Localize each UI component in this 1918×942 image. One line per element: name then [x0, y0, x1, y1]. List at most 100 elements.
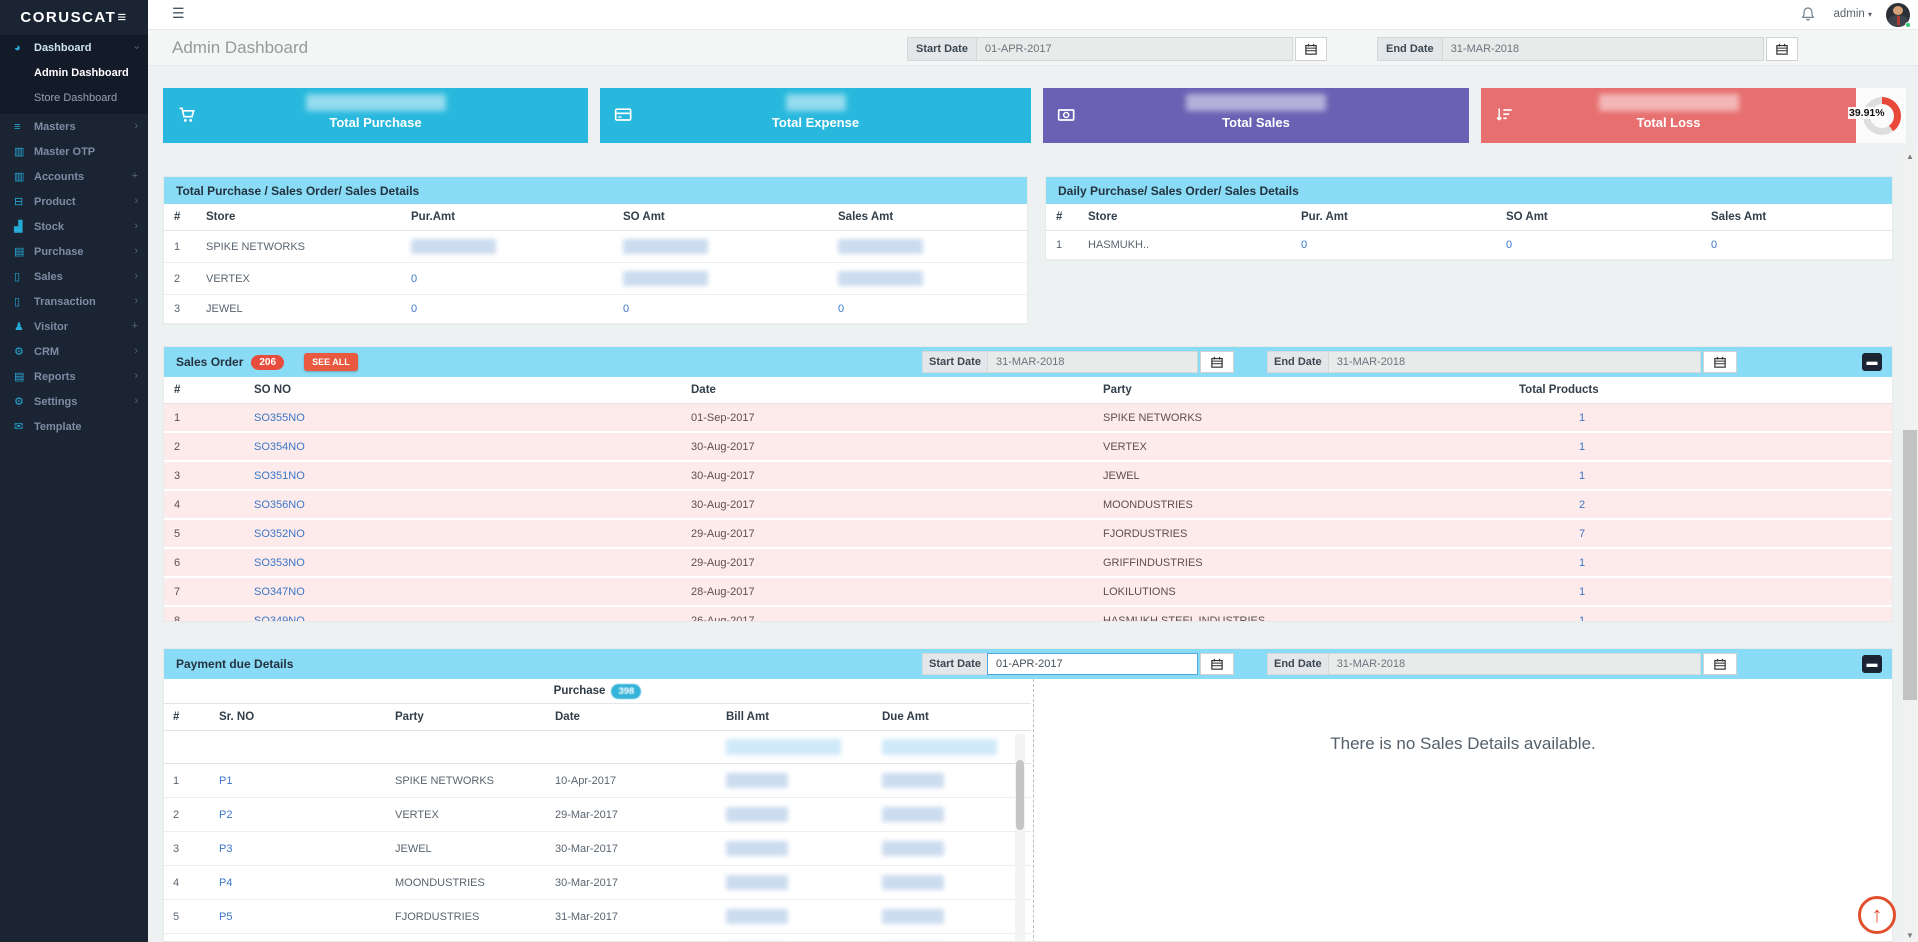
cell-link[interactable]: 0 [838, 303, 845, 315]
see-all-button[interactable]: SEE ALL [304, 353, 358, 371]
table-row[interactable]: 3 JEWEL 0 0 0 [164, 294, 1027, 324]
so-end-date-input[interactable]: 31-MAR-2018 [1327, 351, 1701, 373]
cell-link[interactable]: 0 [623, 303, 630, 315]
cell-link[interactable]: SO347NO [254, 585, 305, 598]
sidebar-item-master-otp[interactable]: ▥ Master OTP [0, 139, 148, 164]
cell-link[interactable]: P2 [219, 808, 233, 821]
table-row[interactable]: 1 P1 SPIKE NETWORKS 10-Apr-2017 [164, 763, 1031, 798]
total-expense-card[interactable]: Total Expense [600, 88, 1031, 143]
main-scrollbar[interactable]: ▲ ▼ [1902, 150, 1918, 942]
table-row[interactable]: 3 SO351NO 30-Aug-2017 JEWEL 1 [164, 461, 1892, 491]
scroll-up-arrow-icon[interactable]: ▲ [1906, 152, 1914, 161]
table-row[interactable]: 1 SPIKE NETWORKS [164, 230, 1027, 263]
sidebar-item-template[interactable]: ✉ Template [0, 414, 148, 439]
pd-start-date-input[interactable]: 01-APR-2017 [986, 653, 1198, 675]
pd-end-date-input[interactable]: 31-MAR-2018 [1327, 653, 1701, 675]
sidebar-item-purchase[interactable]: ▤ Purchase › [0, 239, 148, 264]
sidebar-item-product[interactable]: ⊟ Product › [0, 189, 148, 214]
cell-link[interactable]: P5 [219, 910, 233, 923]
cell-link[interactable]: P1 [219, 774, 233, 787]
sidebar-item-visitor[interactable]: ♟ Visitor + [0, 314, 148, 339]
cell-link[interactable]: 0 [1301, 239, 1308, 251]
so-start-date-input[interactable]: 31-MAR-2018 [986, 351, 1198, 373]
start-date-input[interactable]: 01-APR-2017 [975, 37, 1293, 61]
cell-link[interactable]: 7 [1579, 527, 1586, 540]
cell-link[interactable]: P3 [219, 842, 233, 855]
template-icon: ✉ [14, 421, 24, 433]
cell-link[interactable]: SO352NO [254, 527, 305, 540]
calendar-icon[interactable] [1702, 351, 1737, 373]
table-cell: 26-Aug-2017 [681, 606, 1093, 621]
purchase-table-scrollbar[interactable] [1015, 734, 1025, 941]
scrollbar-thumb[interactable] [1903, 430, 1917, 700]
calendar-icon[interactable] [1702, 653, 1737, 675]
table-row[interactable]: 4 SO356NO 30-Aug-2017 MOONDUSTRIES 2 [164, 490, 1892, 520]
total-purchase-card[interactable]: Total Purchase [163, 88, 588, 143]
cell-link[interactable]: 0 [411, 303, 418, 315]
table-row[interactable]: 1 SO355NO 01-Sep-2017 SPIKE NETWORKS 1 [164, 403, 1892, 433]
calendar-icon[interactable] [1765, 37, 1798, 61]
sidebar-item-reports[interactable]: ▤ Reports › [0, 364, 148, 389]
cell-link[interactable]: 1 [1579, 440, 1586, 453]
back-to-top-button[interactable]: ↑ [1858, 896, 1896, 934]
cell-link[interactable]: 1 [1579, 469, 1586, 482]
table-row[interactable]: 1 HASMUKH.. 0 0 0 [1046, 230, 1892, 260]
sidebar-item-dashboard[interactable]: ◕ Dashboard › [0, 35, 148, 60]
sidebar-toggle-icon[interactable]: ☰ [172, 5, 185, 21]
sidebar-item-store-dashboard[interactable]: Store Dashboard [34, 91, 118, 104]
table-row[interactable] [164, 730, 1031, 764]
sidebar-item-masters[interactable]: ≡ Masters › [0, 114, 148, 139]
table-row[interactable]: 4 P4 MOONDUSTRIES 30-Mar-2017 [164, 865, 1031, 900]
scrollbar-thumb[interactable] [1016, 760, 1024, 830]
cell-link[interactable]: SO355NO [254, 411, 305, 424]
collapse-section-button[interactable]: ▬ [1862, 353, 1882, 371]
cell-link[interactable]: 0 [1711, 239, 1718, 251]
sidebar-item-settings[interactable]: ⚙ Settings › [0, 389, 148, 414]
table-row[interactable]: 3 P3 JEWEL 30-Mar-2017 [164, 831, 1031, 866]
table-row[interactable]: 6P6GRIFFINDUSTRIES31-Mar-2017 [164, 933, 1031, 941]
sidebar-item-sales[interactable]: ▯ Sales › [0, 264, 148, 289]
admin-menu[interactable]: admin ▾ [1833, 8, 1872, 20]
sidebar-item-accounts[interactable]: ▥ Accounts + [0, 164, 148, 189]
scroll-down-arrow-icon[interactable]: ▼ [1906, 931, 1914, 940]
pd-start-date-group: Start Date 01-APR-2017 [922, 653, 1234, 675]
end-date-input[interactable]: 31-MAR-2018 [1441, 37, 1764, 61]
table-row[interactable]: 5 P5 FJORDUSTRIES 31-Mar-2017 [164, 899, 1031, 934]
cell-link[interactable]: 1 [1579, 585, 1586, 598]
sidebar-item-transaction[interactable]: ▯ Transaction › [0, 289, 148, 314]
cell-link[interactable]: 2 [1579, 498, 1586, 511]
sidebar-item-crm[interactable]: ⚙ CRM › [0, 339, 148, 364]
table-row[interactable]: 5 SO352NO 29-Aug-2017 FJORDUSTRIES 7 [164, 519, 1892, 549]
table-row[interactable]: 2 VERTEX 0 [164, 262, 1027, 295]
collapse-section-button[interactable]: ▬ [1862, 655, 1882, 673]
brand-logo[interactable]: CORUSCAT ≡ [20, 9, 128, 26]
total-sales-card[interactable]: Total Sales [1043, 88, 1469, 143]
cell-link[interactable]: 1 [1579, 411, 1586, 424]
cell-link[interactable]: 1 [1579, 614, 1586, 622]
cell-link[interactable]: SO351NO [254, 469, 305, 482]
table-row[interactable]: 7 SO347NO 28-Aug-2017 LOKILUTIONS 1 [164, 577, 1892, 607]
table-row[interactable]: 2 SO354NO 30-Aug-2017 VERTEX 1 [164, 432, 1892, 462]
table-row[interactable]: 6 SO353NO 29-Aug-2017 GRIFFINDUSTRIES 1 [164, 548, 1892, 578]
cell-link[interactable]: 0 [1506, 239, 1513, 251]
table-row[interactable]: 8 SO349NO 26-Aug-2017 HASMUKH STEEL INDUSTR… [164, 606, 1892, 622]
calendar-icon[interactable] [1199, 653, 1234, 675]
cell-link[interactable]: SO354NO [254, 440, 305, 453]
redacted-value [411, 239, 496, 254]
notifications-bell-icon[interactable] [1800, 6, 1816, 22]
cell-link[interactable]: SO349NO [254, 614, 305, 622]
calendar-icon[interactable] [1294, 37, 1327, 61]
avatar[interactable] [1886, 3, 1910, 27]
cell-link[interactable]: 1 [1579, 556, 1586, 569]
cell-link[interactable]: SO353NO [254, 556, 305, 569]
table-row[interactable]: 2 P2 VERTEX 29-Mar-2017 [164, 797, 1031, 832]
total-loss-card[interactable]: Total Loss [1481, 88, 1856, 143]
table-cell: 29-Aug-2017 [681, 548, 1093, 578]
sidebar-item-admin-dashboard[interactable]: Admin Dashboard [34, 66, 129, 79]
cell-link[interactable]: P4 [219, 876, 233, 889]
table-cell: FJORDUSTRIES [1093, 519, 1509, 549]
cell-link[interactable]: 0 [411, 272, 418, 285]
calendar-icon[interactable] [1199, 351, 1234, 373]
cell-link[interactable]: SO356NO [254, 498, 305, 511]
sidebar-item-stock[interactable]: ▟ Stock › [0, 214, 148, 239]
